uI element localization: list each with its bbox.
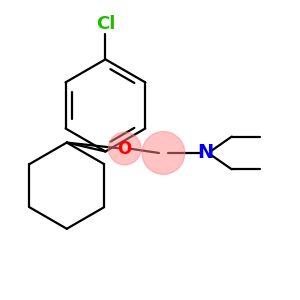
Text: Cl: Cl xyxy=(96,15,115,33)
Circle shape xyxy=(142,132,185,174)
Text: O: O xyxy=(118,140,132,158)
Text: N: N xyxy=(197,143,213,163)
Circle shape xyxy=(108,132,141,165)
